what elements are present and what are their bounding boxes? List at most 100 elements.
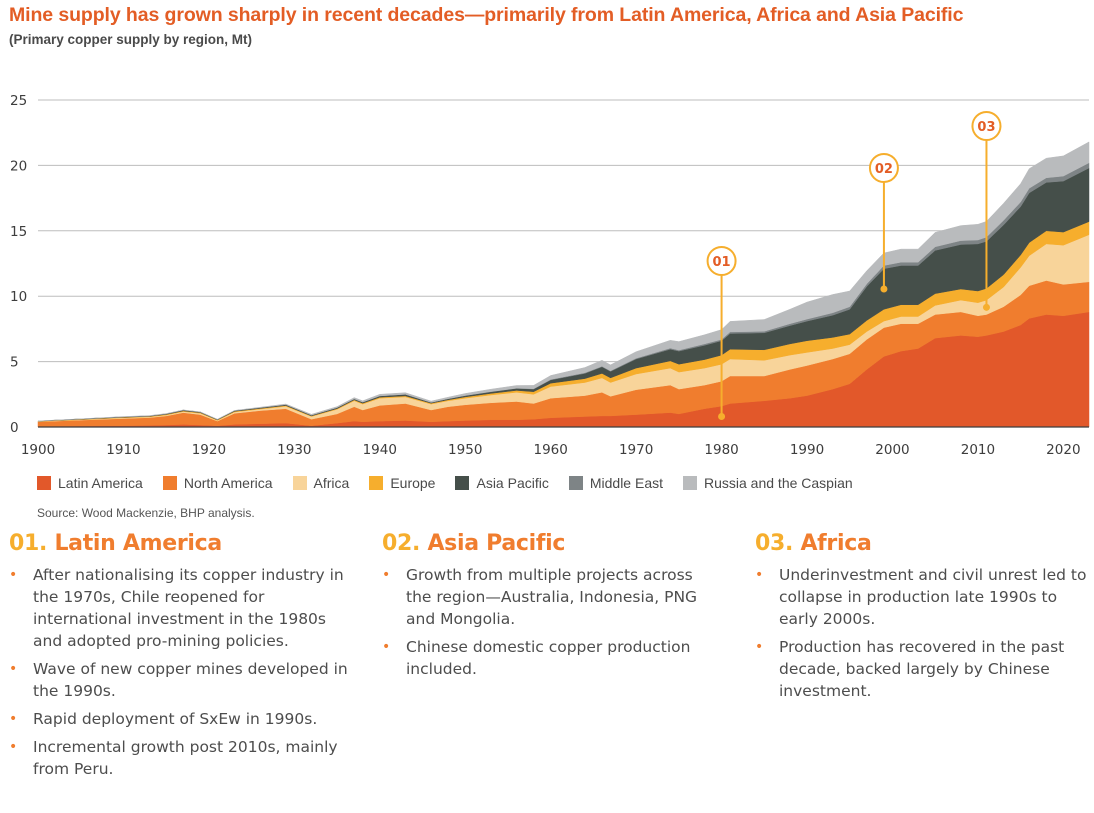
- legend-item-africa: Africa: [292, 475, 350, 491]
- legend-swatch: [369, 476, 384, 490]
- bullet-icon: •: [382, 639, 391, 655]
- x-tick-label: 2010: [961, 442, 995, 458]
- note-heading: 01. Latin America: [9, 531, 349, 556]
- legend-swatch: [292, 476, 307, 490]
- note-bullet: • Rapid deployment of SxEw in 1990s.: [9, 708, 349, 730]
- note-title: Latin America: [54, 531, 222, 556]
- legend-label: North America: [183, 475, 273, 491]
- note-africa: 03. Africa • Underinvestment and civil un…: [755, 531, 1094, 708]
- bullet-icon: •: [755, 567, 764, 583]
- note-bullet: • Growth from multiple projects across th…: [382, 564, 722, 630]
- legend-label: Europe: [390, 475, 436, 491]
- x-tick-label: 1920: [192, 442, 226, 458]
- note-title: Asia Pacific: [427, 531, 566, 556]
- callout-badge: [971, 111, 1002, 141]
- bullet-text: Rapid deployment of SxEw in 1990s.: [33, 710, 318, 728]
- note-bullets: • Growth from multiple projects across th…: [382, 564, 722, 680]
- bullet-text: Wave of new copper mines developed in th…: [33, 660, 348, 700]
- callout-01: 01: [706, 246, 737, 421]
- note-heading: 03. Africa: [755, 531, 1094, 556]
- note-bullet: • Incremental growth post 2010s, mainly f…: [9, 736, 349, 780]
- note-heading: 02. Asia Pacific: [382, 531, 722, 556]
- note-bullet: • After nationalising its copper industry…: [9, 564, 349, 652]
- legend-swatch: [455, 476, 470, 490]
- x-tick-label: 1930: [277, 442, 311, 458]
- bullet-icon: •: [755, 639, 764, 655]
- x-tick-label: 1910: [106, 442, 140, 458]
- legend-item-russia-caspian: Russia and the Caspian: [683, 475, 853, 491]
- x-tick-label: 1900: [21, 442, 55, 458]
- bullet-icon: •: [9, 711, 18, 727]
- note-bullets: • Underinvestment and civil unrest led to…: [755, 564, 1094, 702]
- x-tick-label: 1950: [448, 442, 482, 458]
- bullet-text: After nationalising its copper industry …: [33, 566, 344, 650]
- y-tick-label: 5: [10, 355, 19, 371]
- legend-label: Africa: [313, 475, 350, 491]
- x-tick-label: 2020: [1046, 442, 1080, 458]
- legend-item-latin-america: Latin America: [37, 475, 143, 491]
- legend-label: Asia Pacific: [476, 475, 549, 491]
- source-note: Source: Wood Mackenzie, BHP analysis.: [37, 506, 255, 520]
- callout-03: 03: [971, 111, 1002, 311]
- legend-item-middle-east: Middle East: [568, 475, 663, 491]
- bullet-text: Production has recovered in the past dec…: [779, 638, 1065, 700]
- y-axis-ticks: 0 5 10 15 20 25: [10, 93, 27, 436]
- note-asia-pacific: 02. Asia Pacific • Growth from multiple p…: [382, 531, 722, 686]
- callout-badge: [868, 153, 899, 183]
- callout-label: 02: [875, 162, 893, 177]
- area-series: [37, 141, 1090, 428]
- legend-label: Latin America: [58, 475, 143, 491]
- bullet-icon: •: [382, 567, 391, 583]
- y-tick-label: 20: [10, 158, 27, 174]
- note-number: 02.: [382, 531, 421, 556]
- bullet-text: Growth from multiple projects across the…: [406, 566, 698, 628]
- area-russia-and-the-caspian: [37, 141, 1090, 422]
- legend-label: Russia and the Caspian: [704, 475, 853, 491]
- legend-swatch: [568, 476, 583, 490]
- callout-dot: [880, 285, 888, 293]
- callout-02: 02: [868, 153, 899, 293]
- x-tick-label: 2000: [875, 442, 909, 458]
- chart-title: Mine supply has grown sharply in recent …: [9, 4, 964, 26]
- x-tick-label: 1980: [704, 442, 738, 458]
- x-axis-ticks: 1900 1910 1920 1930 1940 1950 1960 1970 1980 1990…: [21, 442, 1081, 458]
- note-bullet: • Chinese domestic copper production incl…: [382, 636, 722, 680]
- y-tick-label: 25: [10, 93, 27, 109]
- note-number: 01.: [9, 531, 48, 556]
- callout-dot: [982, 303, 990, 311]
- y-tick-label: 15: [10, 224, 27, 240]
- bullet-icon: •: [9, 739, 18, 755]
- x-tick-label: 1990: [790, 442, 824, 458]
- callouts: 01 02 03: [706, 111, 1002, 421]
- legend-label: Middle East: [589, 475, 663, 491]
- note-bullet: • Wave of new copper mines developed in t…: [9, 658, 349, 702]
- note-number: 03.: [755, 531, 794, 556]
- bullet-icon: •: [9, 661, 18, 677]
- note-bullet: • Production has recovered in the past de…: [755, 636, 1094, 702]
- legend-item-europe: Europe: [369, 475, 435, 491]
- x-tick-label: 1960: [534, 442, 568, 458]
- bullet-text: Underinvestment and civil unrest led to …: [779, 566, 1087, 628]
- x-tick-label: 1940: [363, 442, 397, 458]
- callout-dot: [718, 413, 726, 421]
- chart-subtitle: (Primary copper supply by region, Mt): [9, 32, 253, 47]
- note-title: Africa: [800, 531, 872, 556]
- note-latin-america: 01. Latin America • After nationalising i…: [9, 531, 349, 786]
- note-bullets: • After nationalising its copper industry…: [9, 564, 349, 780]
- y-tick-label: 10: [10, 289, 27, 305]
- note-bullet: • Underinvestment and civil unrest led to…: [755, 564, 1094, 630]
- bullet-icon: •: [9, 567, 18, 583]
- bullet-text: Incremental growth post 2010s, mainly fr…: [33, 738, 338, 778]
- legend-swatch: [37, 476, 51, 490]
- legend-swatch: [683, 476, 697, 490]
- legend: Latin America North America Africa Europ…: [37, 475, 873, 491]
- callout-label: 03: [977, 120, 995, 135]
- x-tick-label: 1970: [619, 442, 653, 458]
- callout-badge: [706, 246, 737, 276]
- legend-item-north-america: North America: [162, 475, 273, 491]
- y-tick-label: 0: [10, 420, 19, 436]
- callout-label: 01: [713, 255, 731, 270]
- bullet-text: Chinese domestic copper production inclu…: [406, 638, 691, 678]
- legend-swatch: [162, 476, 177, 490]
